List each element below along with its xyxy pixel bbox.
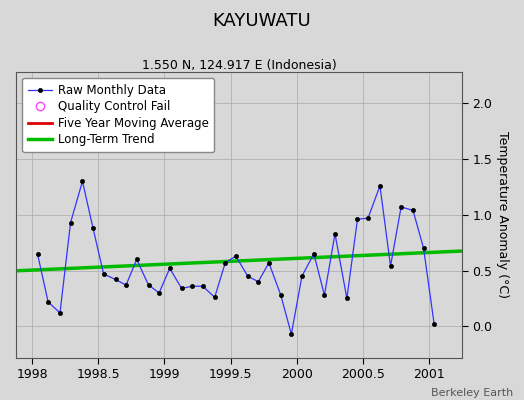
Raw Monthly Data [365,216,371,220]
Raw Monthly Data [311,252,317,256]
Raw Monthly Data [255,279,261,284]
Raw Monthly Data [212,295,218,300]
Title: 1.550 N, 124.917 E (Indonesia): 1.550 N, 124.917 E (Indonesia) [142,59,336,72]
Raw Monthly Data [387,264,394,268]
Raw Monthly Data [35,252,41,256]
Raw Monthly Data [167,266,173,271]
Raw Monthly Data [57,310,63,315]
Raw Monthly Data [344,296,350,301]
Raw Monthly Data [233,254,239,258]
Raw Monthly Data [288,332,294,336]
Raw Monthly Data [321,293,328,298]
Raw Monthly Data [398,204,404,209]
Text: Berkeley Earth: Berkeley Earth [431,388,514,398]
Raw Monthly Data [179,286,185,291]
Raw Monthly Data [79,179,85,184]
Raw Monthly Data [410,208,416,213]
Raw Monthly Data [112,277,118,282]
Raw Monthly Data [278,293,284,298]
Raw Monthly Data [123,283,129,288]
Raw Monthly Data [299,274,305,278]
Raw Monthly Data [266,260,272,265]
Raw Monthly Data [245,274,251,278]
Line: Raw Monthly Data: Raw Monthly Data [36,179,436,336]
Raw Monthly Data [156,290,162,295]
Raw Monthly Data [189,284,195,288]
Raw Monthly Data [134,257,140,262]
Raw Monthly Data [101,272,107,276]
Raw Monthly Data [377,183,383,188]
Legend: Raw Monthly Data, Quality Control Fail, Five Year Moving Average, Long-Term Tren: Raw Monthly Data, Quality Control Fail, … [22,78,214,152]
Raw Monthly Data [420,246,427,251]
Text: KAYUWATU: KAYUWATU [213,12,311,30]
Raw Monthly Data [68,220,74,225]
Raw Monthly Data [431,322,438,326]
Raw Monthly Data [332,231,338,236]
Y-axis label: Temperature Anomaly (°C): Temperature Anomaly (°C) [496,131,509,298]
Raw Monthly Data [90,226,96,230]
Raw Monthly Data [200,284,206,288]
Raw Monthly Data [354,217,361,222]
Raw Monthly Data [222,260,228,265]
Raw Monthly Data [146,283,152,288]
Raw Monthly Data [45,300,51,304]
